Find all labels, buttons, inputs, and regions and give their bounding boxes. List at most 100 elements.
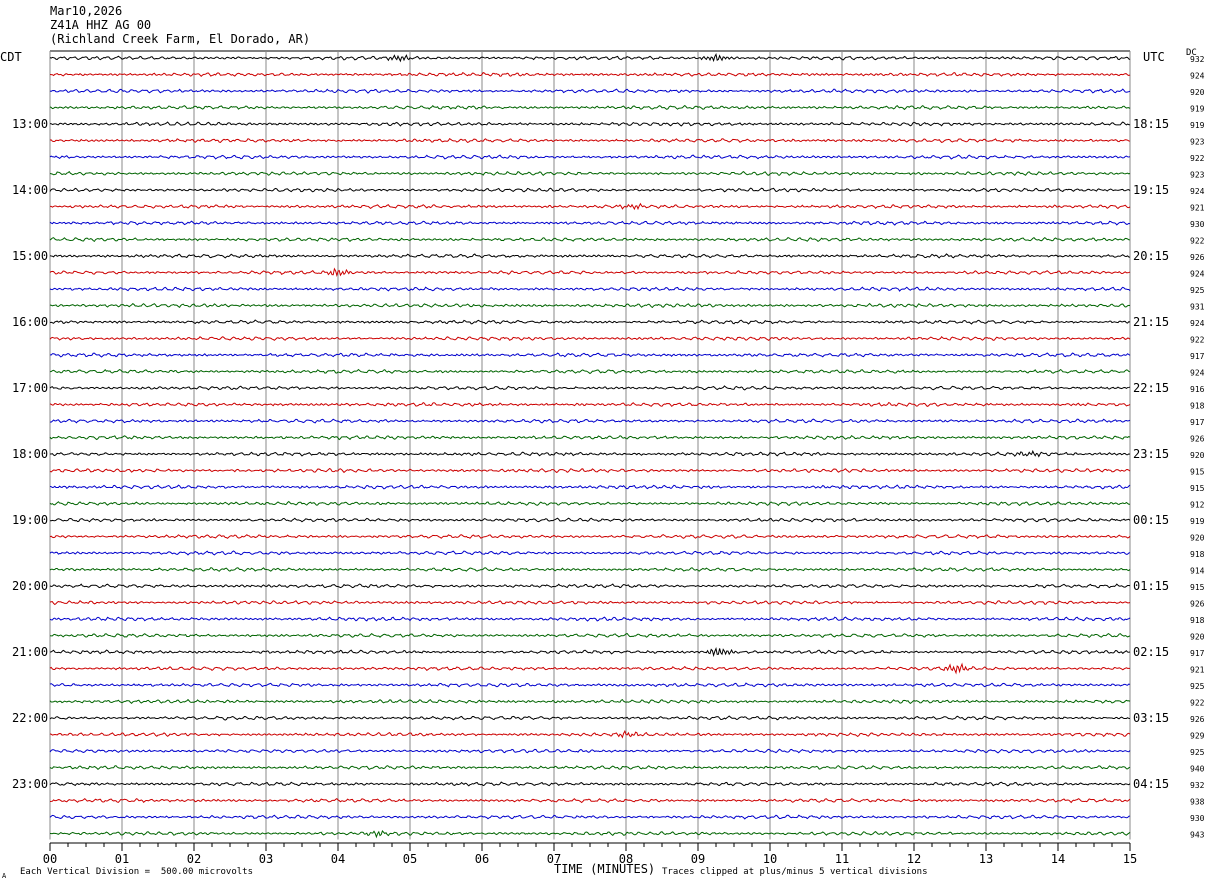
- dc-value: 920: [1190, 633, 1205, 642]
- right-hour-label: 20:15: [1133, 249, 1169, 263]
- x-tick-label: 07: [547, 852, 561, 866]
- dc-value: 920: [1190, 451, 1205, 460]
- trace-line: [49, 187, 1131, 193]
- x-tick-label: 11: [835, 852, 849, 866]
- dc-value: 919: [1190, 517, 1205, 526]
- dc-value: 919: [1190, 121, 1205, 130]
- trace-line: [49, 682, 1131, 688]
- trace-line: [49, 401, 1131, 407]
- dc-value: 917: [1190, 418, 1205, 427]
- right-hour-label: 23:15: [1133, 447, 1169, 461]
- trace-line: [49, 534, 1131, 539]
- dc-value: 920: [1190, 88, 1205, 97]
- dc-value: 931: [1190, 303, 1205, 312]
- x-tick-label: 05: [403, 852, 417, 866]
- trace-line: [49, 632, 1131, 639]
- left-timezone-label: CDT: [0, 50, 22, 64]
- right-hour-label: 00:15: [1133, 513, 1169, 527]
- trace-line: [49, 154, 1131, 160]
- dc-value: 926: [1190, 435, 1205, 444]
- dc-value: 922: [1190, 154, 1205, 163]
- left-hour-label: 14:00: [12, 183, 48, 197]
- dc-column-label: DC: [1186, 48, 1197, 58]
- trace-line: [49, 319, 1131, 325]
- trace-line: [49, 72, 1131, 77]
- left-hour-label: 19:00: [12, 513, 48, 527]
- trace-line: [49, 567, 1131, 572]
- right-hour-label: 22:15: [1133, 381, 1169, 395]
- x-tick-label: 06: [475, 852, 489, 866]
- trace-line: [49, 600, 1131, 606]
- x-axis-label: TIME (MINUTES): [554, 862, 656, 876]
- dc-value: 922: [1190, 336, 1205, 345]
- trace-line: [49, 418, 1131, 424]
- trace-line: [49, 449, 1131, 458]
- dc-value: 932: [1190, 781, 1205, 790]
- row-labels: 932 924 920 919 919 923 922 923 924 921 930 922 926 9…: [12, 55, 1205, 840]
- dc-value: 912: [1190, 501, 1205, 510]
- trace-line: [49, 368, 1131, 375]
- dc-value: 915: [1190, 583, 1205, 592]
- station-location: (Richland Creek Farm, El Dorado, AR): [50, 32, 311, 46]
- x-tick-label: 14: [1051, 852, 1065, 866]
- trace-line: [49, 748, 1131, 754]
- x-tick-label: 02: [187, 852, 201, 866]
- trace-line: [49, 484, 1131, 490]
- trace-line: [49, 302, 1131, 309]
- left-hour-label: 15:00: [12, 249, 48, 263]
- dc-value: 921: [1190, 204, 1205, 213]
- left-hour-label: 17:00: [12, 381, 48, 395]
- dc-value: 924: [1190, 72, 1205, 81]
- dc-value: 922: [1190, 237, 1205, 246]
- dc-value: 925: [1190, 748, 1205, 757]
- clip-note: Traces clipped at plus/minus 5 vertical …: [662, 867, 928, 877]
- left-hour-label: 23:00: [12, 777, 48, 791]
- trace-line: [49, 814, 1131, 820]
- trace-line: [49, 646, 1131, 658]
- trace-line: [49, 336, 1131, 341]
- trace-line: [49, 829, 1131, 839]
- corner-mark: A: [2, 872, 7, 880]
- trace-line: [49, 267, 1131, 278]
- trace-line: [49, 797, 1131, 804]
- dc-value: 924: [1190, 270, 1205, 279]
- trace-line: [49, 286, 1131, 292]
- dc-value: 922: [1190, 699, 1205, 708]
- trace-line: [49, 88, 1131, 94]
- dc-value: 918: [1190, 550, 1205, 559]
- left-hour-label: 18:00: [12, 447, 48, 461]
- right-hour-label: 03:15: [1133, 711, 1169, 725]
- trace-line: [49, 170, 1131, 176]
- trace-line: [49, 467, 1131, 474]
- dc-value: 929: [1190, 732, 1205, 741]
- left-hour-label: 16:00: [12, 315, 48, 329]
- dc-value: 930: [1190, 220, 1205, 229]
- dc-value: 915: [1190, 468, 1205, 477]
- trace-line: [49, 729, 1131, 739]
- trace-line: [49, 137, 1131, 144]
- dc-value: 923: [1190, 138, 1205, 147]
- dc-value: 924: [1190, 369, 1205, 378]
- right-hour-label: 04:15: [1133, 777, 1169, 791]
- dc-value: 918: [1190, 616, 1205, 625]
- dc-value: 917: [1190, 352, 1205, 361]
- dc-value: 930: [1190, 814, 1205, 823]
- dc-value: 916: [1190, 385, 1205, 394]
- scale-note: Each Vertical Division = 500.00 microvol…: [20, 867, 253, 877]
- seismic-traces: [49, 52, 1131, 839]
- trace-line: [49, 52, 1131, 63]
- dc-value: 919: [1190, 105, 1205, 114]
- dc-value: 938: [1190, 798, 1205, 807]
- trace-line: [49, 121, 1131, 127]
- dc-value: 915: [1190, 484, 1205, 493]
- right-hour-label: 02:15: [1133, 645, 1169, 659]
- dc-value: 923: [1190, 171, 1205, 180]
- station-id: Z41A HHZ AG 00: [50, 18, 152, 32]
- left-hour-label: 21:00: [12, 645, 48, 659]
- x-tick-label: 09: [691, 852, 705, 866]
- dc-value: 917: [1190, 649, 1205, 658]
- trace-line: [49, 104, 1131, 111]
- trace-line: [49, 583, 1131, 589]
- trace-line: [49, 765, 1131, 770]
- x-tick-label: 04: [331, 852, 345, 866]
